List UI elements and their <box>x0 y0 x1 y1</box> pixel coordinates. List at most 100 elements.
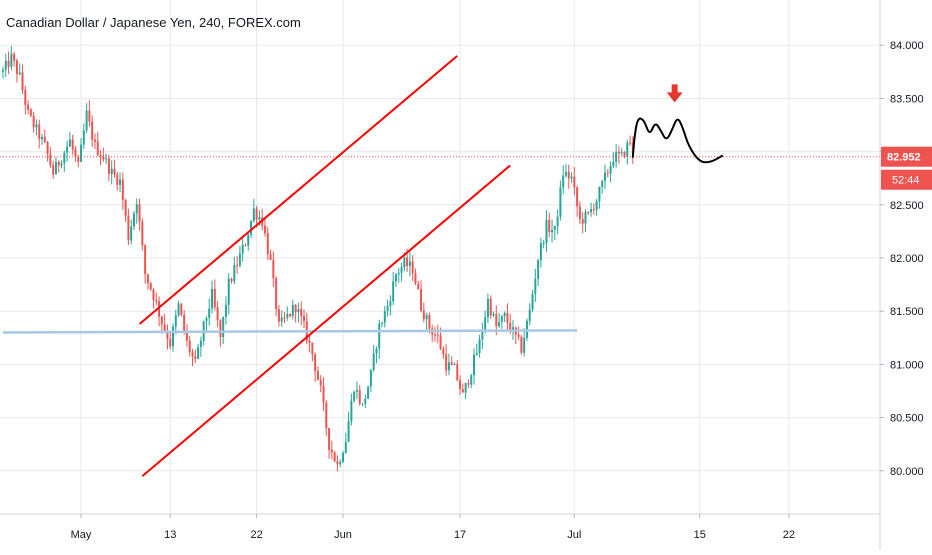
candle-body <box>559 187 562 217</box>
candle-body <box>163 324 166 331</box>
candle-body <box>528 309 531 321</box>
candle-body <box>263 225 266 234</box>
candle-body <box>277 309 280 322</box>
candle-body <box>564 172 567 176</box>
candle-body <box>135 204 138 214</box>
candle-body <box>372 353 375 370</box>
candle-body <box>489 298 492 316</box>
candle-body <box>464 383 467 393</box>
candle-body <box>258 217 261 220</box>
candle-body <box>244 244 247 246</box>
candle-body <box>612 161 615 166</box>
candle-body <box>411 261 414 274</box>
candle-body <box>275 278 278 310</box>
candle-body <box>21 72 24 90</box>
price-tick-label: 82.500 <box>890 200 924 212</box>
candle-body <box>233 265 236 282</box>
price-candles <box>2 45 634 472</box>
candle-body <box>353 391 356 401</box>
candle-body <box>68 139 71 147</box>
candle-body <box>470 375 473 385</box>
candle-body <box>124 199 127 216</box>
candle-body <box>272 259 275 279</box>
candle-body <box>336 461 339 465</box>
candle-body <box>13 53 16 61</box>
candle-body <box>422 310 425 320</box>
candle-body <box>473 354 476 376</box>
candle-body <box>308 340 311 343</box>
price-tick-label: 80.500 <box>890 413 924 425</box>
candle-body <box>355 390 358 392</box>
candle-body <box>208 308 211 319</box>
candle-body <box>166 330 169 340</box>
candle-body <box>49 154 52 166</box>
candle-body <box>102 156 105 160</box>
candle-body <box>222 316 225 338</box>
candle-body <box>475 353 478 355</box>
candle-body <box>252 208 255 221</box>
candle-body <box>116 174 119 185</box>
candle-body <box>498 321 501 327</box>
candle-body <box>420 289 423 311</box>
candle-body <box>138 204 141 222</box>
candle-body <box>158 301 161 317</box>
candle-body <box>177 303 180 316</box>
candle-body <box>595 201 598 211</box>
candle-body <box>383 311 386 323</box>
candle-body <box>378 323 381 349</box>
candle-body <box>456 364 459 381</box>
candle-body <box>174 315 177 327</box>
candle-body <box>358 390 361 404</box>
candle-body <box>32 115 35 128</box>
candle-body <box>576 187 579 207</box>
price-tick-label: 82.000 <box>890 253 924 265</box>
candle-body <box>205 318 208 322</box>
candle-body <box>255 208 258 220</box>
candle-body <box>386 306 389 312</box>
candle-body <box>250 220 253 235</box>
price-tick-label: 81.000 <box>890 359 924 371</box>
candle-body <box>531 294 534 310</box>
candle-body <box>389 301 392 307</box>
candle-body <box>71 139 74 150</box>
candle-body <box>590 209 593 213</box>
candle-body <box>539 243 542 261</box>
grid <box>0 0 880 514</box>
time-tick-label: 15 <box>694 529 706 541</box>
candle-body <box>520 336 523 353</box>
candle-body <box>54 161 57 175</box>
time-tick-label: Jul <box>567 529 581 541</box>
candle-body <box>425 314 428 320</box>
candle-body <box>461 389 464 393</box>
candle-body <box>573 176 576 188</box>
candle-body <box>542 242 545 244</box>
candle-body <box>294 304 297 313</box>
last-price-label: 82.952 <box>887 152 921 164</box>
candle-body <box>537 260 540 279</box>
candle-body <box>562 175 565 188</box>
candle-body <box>141 221 144 246</box>
candle-body <box>52 165 55 175</box>
candle-body <box>291 304 294 317</box>
candle-body <box>556 216 559 226</box>
candle-body <box>375 348 378 354</box>
candle-body <box>601 180 604 187</box>
candle-body <box>180 303 183 315</box>
candle-body <box>447 362 450 371</box>
candle-body <box>213 288 216 308</box>
candle-body <box>400 267 403 273</box>
candle-body <box>289 313 292 317</box>
candle-body <box>146 274 149 284</box>
candle-body <box>478 339 481 354</box>
drawings[interactable] <box>0 55 880 477</box>
candle-body <box>495 313 498 327</box>
candle-body <box>82 130 85 145</box>
candle-body <box>311 342 314 355</box>
candle-body <box>548 219 551 233</box>
candle-body <box>408 261 411 266</box>
forecast-path <box>631 117 724 164</box>
candle-body <box>130 226 133 241</box>
candle-body <box>4 60 7 70</box>
